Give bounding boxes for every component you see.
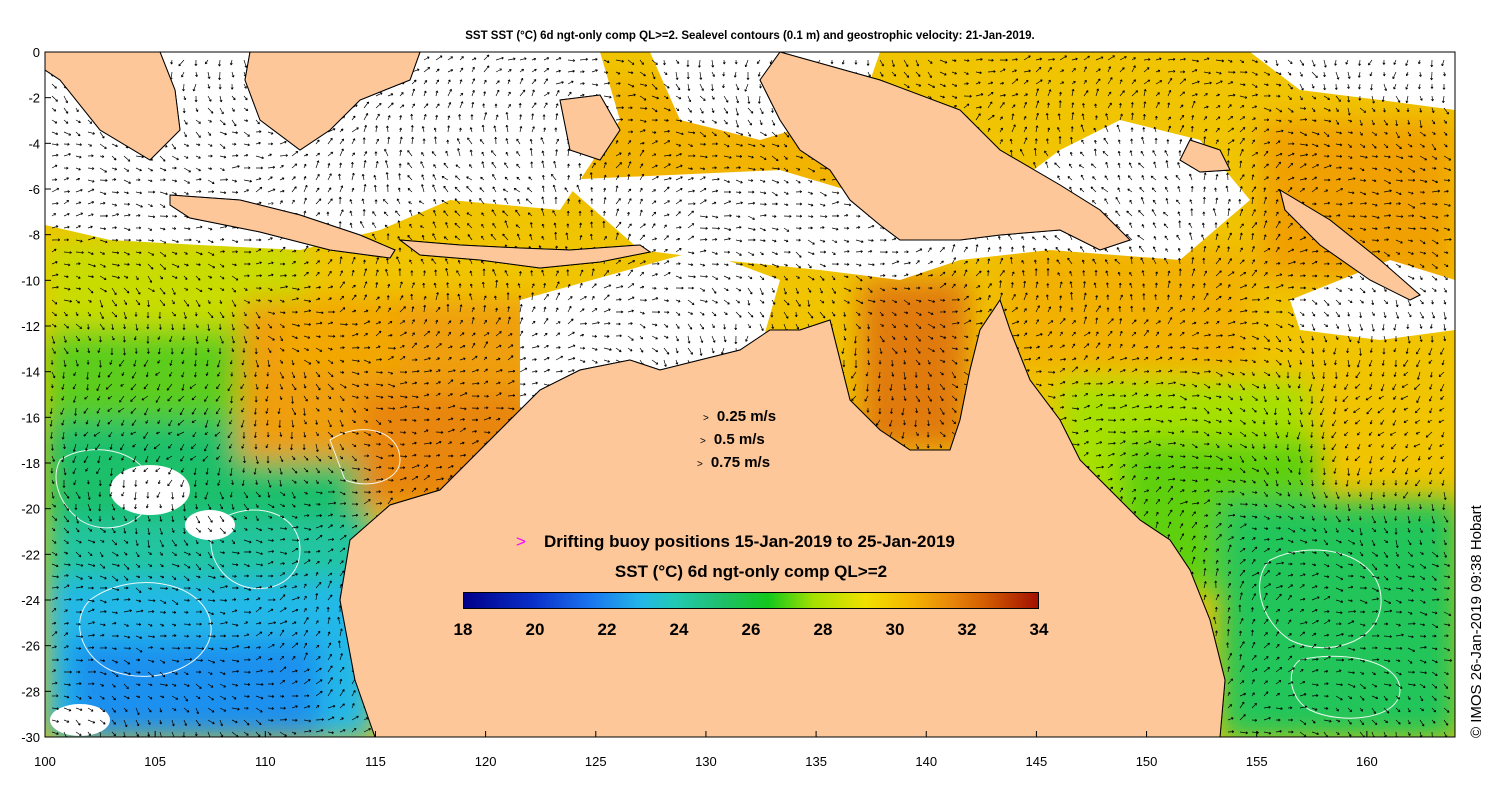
colorbar-tick-label: 24 [669,620,689,639]
new-britain-land-overlay [1179,139,1231,173]
velocity-legend-05: >0.5 m/s [700,431,765,448]
colorbar-tick-label: 28 [813,620,833,639]
y-tick-label: -6 [28,182,40,197]
y-tick-label: -22 [21,547,40,562]
imos-credit: © IMOS 26-Jan-2019 09:38 Hobart [1468,505,1485,738]
y-tick-label: -8 [28,228,40,243]
y-tick-label: -16 [21,410,40,425]
y-tick-label: -10 [21,273,40,288]
australia-land-overlay [339,298,1226,737]
y-tick-label: -14 [21,365,40,380]
buoy-legend: > Drifting buoy positions 15-Jan-2019 to … [516,532,955,552]
solomon-islands-land-overlay [1279,188,1421,301]
x-axis: 100 105 110 115 120 125 130 135 140 145 150 155 160 [34,731,1378,769]
y-tick-label: -20 [21,502,40,517]
y-tick-label: -12 [21,319,40,334]
y-axis: 0 -2 -4 -6 -8 -10 -12 -14 -16 -18 -20 -22 -24 -26 -28 -… [21,45,51,745]
x-tick-label: 135 [805,754,827,769]
y-tick-label: 0 [33,45,40,60]
y-tick-label: -28 [21,684,40,699]
y-tick-label: -18 [21,456,40,471]
x-tick-label: 140 [915,754,937,769]
y-tick-label: -2 [28,91,40,106]
buoy-marker-icon: > [516,532,526,551]
colorbar-tick-label: 20 [525,620,545,639]
map-title: SST SST (°C) 6d ngt-only comp QL>=2. Sea… [465,30,1035,42]
x-tick-label: 125 [585,754,607,769]
x-tick-label: 160 [1356,754,1378,769]
x-tick-label: 145 [1026,754,1048,769]
x-tick-label: 130 [695,754,717,769]
x-tick-label: 115 [365,754,386,769]
colorbar-tick-label: 22 [597,620,617,639]
colorbar-tick-label: 18 [453,620,473,639]
colorbar-title: SST (°C) 6d ngt-only comp QL>=2 [614,562,888,581]
buoy-legend-text: Drifting buoy positions 15-Jan-2019 to 2… [543,532,955,551]
x-tick-label: 105 [144,754,166,769]
x-tick-label: 100 [34,754,56,769]
x-tick-label: 120 [475,754,497,769]
colorbar-tick-label: 34 [1029,620,1049,639]
java-land-overlay [169,194,396,259]
borneo-land-overlay [244,52,421,151]
x-tick-label: 150 [1136,754,1158,769]
velocity-legend-025: >0.25 m/s [703,408,777,425]
colorbar-tick-label: 32 [957,620,977,639]
colorbar-tick-label: 26 [741,620,761,639]
velocity-legend-075: >0.75 m/s [697,454,771,471]
x-tick-label: 110 [255,754,276,769]
x-tick-label: 155 [1246,754,1268,769]
nusa-tenggara-land-overlay [398,239,652,269]
y-tick-label: -26 [21,639,40,654]
y-tick-label: -30 [21,730,40,745]
sumatra-land-overlay [45,52,181,161]
colorbar-tick-label: 30 [885,620,905,639]
sst-colorbar [463,592,1039,609]
y-tick-label: -24 [21,593,40,608]
y-tick-label: -4 [28,136,40,151]
new-guinea-land-overlay [759,52,1131,251]
plot-frame [44,51,1456,738]
sulawesi-land-overlay [559,94,621,161]
sealevel-contours [55,429,1401,719]
